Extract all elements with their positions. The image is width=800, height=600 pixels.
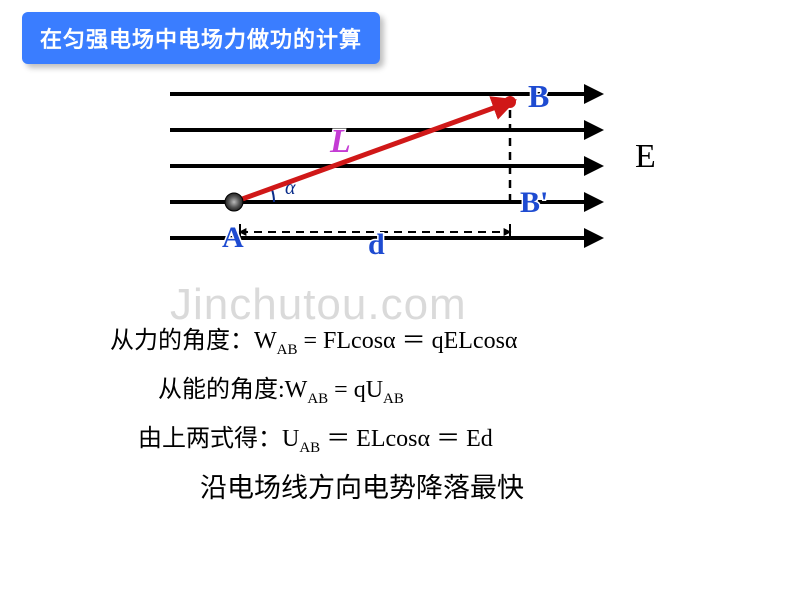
- eq1-sub: AB: [277, 342, 298, 358]
- diagram-svg: A B B' Ld Eα: [140, 72, 700, 292]
- eq3-U: U: [282, 426, 299, 452]
- eq2-mid: = qU: [328, 377, 383, 403]
- equation-combined: 由上两式得：UAB ＝ ELcosα ＝ Ed: [138, 418, 750, 457]
- svg-text:B: B: [528, 78, 549, 114]
- svg-text:E: E: [635, 138, 656, 175]
- svg-text:A: A: [222, 221, 244, 254]
- eq2-sub: AB: [307, 391, 328, 407]
- svg-text:L: L: [329, 123, 351, 160]
- svg-text:α: α: [285, 177, 296, 199]
- eq1-W: W: [254, 328, 277, 354]
- svg-text:B': B': [520, 186, 548, 219]
- eq2-prefix: 从能的角度:: [158, 377, 285, 403]
- equation-force: 从力的角度：WAB = FLcosα ＝ qELcosα: [110, 320, 750, 359]
- eq2-W: W: [285, 377, 308, 403]
- eq1-prefix: 从力的角度：: [110, 328, 254, 354]
- title-banner: 在匀强电场中电场力做功的计算: [22, 12, 380, 64]
- svg-text:d: d: [368, 228, 385, 261]
- equation-energy: 从能的角度:WAB = qUAB: [158, 369, 750, 408]
- eq3-mid: ＝ ELcosα ＝ Ed: [320, 426, 493, 452]
- eq2-sub2: AB: [383, 391, 404, 407]
- eq3-sub: AB: [299, 439, 320, 455]
- eq1-mid: = FLcosα: [298, 328, 396, 354]
- physics-diagram: A B B' Ld Eα: [140, 72, 660, 292]
- equations-block: 从力的角度：WAB = FLcosα ＝ qELcosα 从能的角度:WAB =…: [110, 320, 750, 505]
- conclusion-text: 沿电场线方向电势降落最快: [200, 466, 750, 505]
- eq1-rhs: ＝ qELcosα: [396, 328, 518, 354]
- eq3-prefix: 由上两式得：: [138, 426, 282, 452]
